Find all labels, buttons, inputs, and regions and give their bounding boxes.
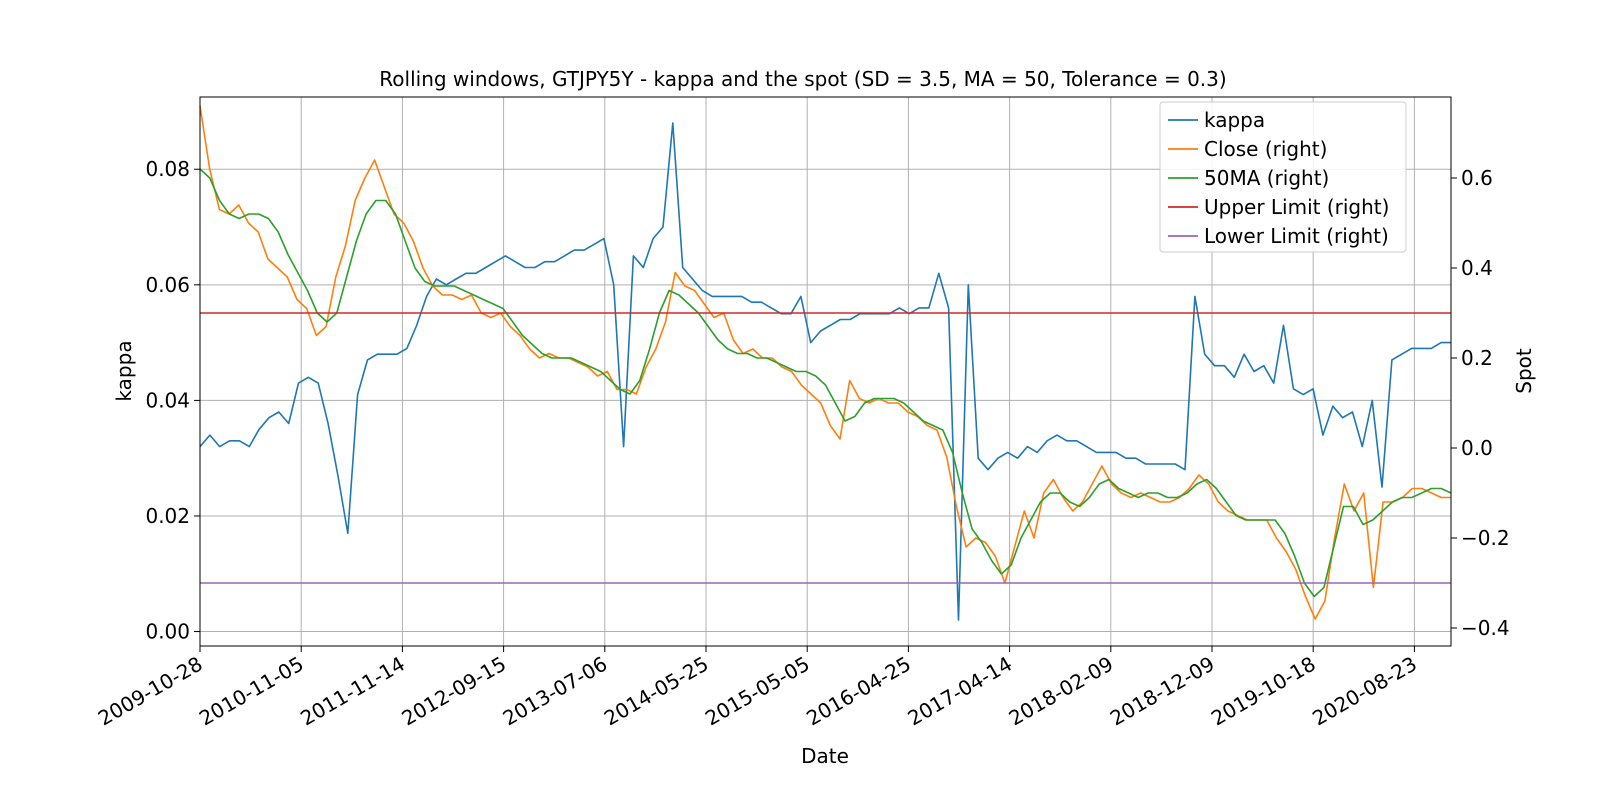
x-tick-label: 2019-10-18 bbox=[1207, 652, 1320, 731]
y-axis-right-title: Spot bbox=[1512, 348, 1536, 394]
x-tick-label: 2018-02-09 bbox=[1005, 652, 1118, 731]
y-left-tick-label: 0.00 bbox=[145, 620, 190, 644]
chart-title: Rolling windows, GTJPY5Y - kappa and the… bbox=[379, 67, 1226, 91]
x-tick-label: 2014-05-25 bbox=[600, 652, 713, 731]
x-tick-label: 2016-04-25 bbox=[802, 652, 915, 731]
legend-label: Close (right) bbox=[1204, 137, 1327, 161]
y-right-tick-label: 0.6 bbox=[1461, 166, 1493, 190]
legend-label: kappa bbox=[1204, 108, 1265, 132]
y-axis-left-title: kappa bbox=[112, 340, 136, 401]
x-axis-title: Date bbox=[801, 744, 849, 768]
x-tick-label: 2011-11-14 bbox=[296, 652, 409, 731]
plot-series bbox=[199, 105, 1452, 621]
y-right-tick-label: −0.4 bbox=[1461, 616, 1510, 640]
y-right-tick-label: 0.0 bbox=[1461, 436, 1493, 460]
plot-frame bbox=[199, 96, 1452, 647]
legend-label: Upper Limit (right) bbox=[1204, 195, 1389, 219]
y-right-tick-label: −0.2 bbox=[1461, 526, 1510, 550]
series-line-kappa bbox=[199, 122, 1451, 621]
legend-label: 50MA (right) bbox=[1204, 166, 1329, 190]
y-left-tick-label: 0.06 bbox=[145, 273, 190, 297]
x-tick-label: 2018-12-09 bbox=[1106, 652, 1219, 731]
x-tick-label: 2020-08-23 bbox=[1308, 652, 1421, 731]
legend-box bbox=[1159, 101, 1407, 253]
y-left-tick-label: 0.02 bbox=[145, 504, 190, 528]
x-tick-label: 2010-11-05 bbox=[195, 652, 308, 731]
y-left-tick-label: 0.08 bbox=[145, 157, 190, 181]
x-tick-label: 2009-10-28 bbox=[94, 652, 207, 731]
y-right-tick-label: 0.2 bbox=[1461, 346, 1493, 370]
y-left-tick-label: 0.04 bbox=[145, 388, 190, 412]
x-tick-label: 2013-07-06 bbox=[499, 652, 612, 731]
y-right-tick-label: 0.4 bbox=[1461, 256, 1493, 280]
x-tick-label: 2015-05-05 bbox=[701, 652, 814, 731]
legend: kappa Close (right) 50MA (right) Upper Limi… bbox=[1159, 101, 1407, 253]
series-line-50ma-right bbox=[199, 168, 1452, 598]
x-tick-label: 2012-09-15 bbox=[397, 652, 510, 731]
x-tick-label: 2017-04-14 bbox=[903, 652, 1016, 731]
legend-label: Lower Limit (right) bbox=[1204, 224, 1389, 248]
